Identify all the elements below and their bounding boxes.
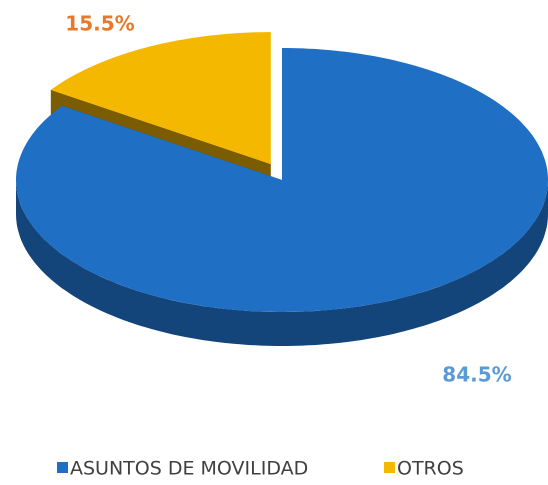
value-label: 15.5% bbox=[65, 12, 134, 36]
pie-slice bbox=[16, 48, 548, 346]
slice-side bbox=[16, 180, 548, 346]
value-label: 84.5% bbox=[442, 363, 511, 387]
slice-top bbox=[16, 48, 548, 312]
legend-swatch bbox=[384, 462, 395, 473]
slice-top bbox=[50, 32, 271, 165]
legend-label: ASUNTOS DE MOVILIDAD bbox=[70, 458, 308, 480]
legend-label: OTROS bbox=[397, 458, 464, 480]
legend-swatch bbox=[57, 462, 68, 473]
